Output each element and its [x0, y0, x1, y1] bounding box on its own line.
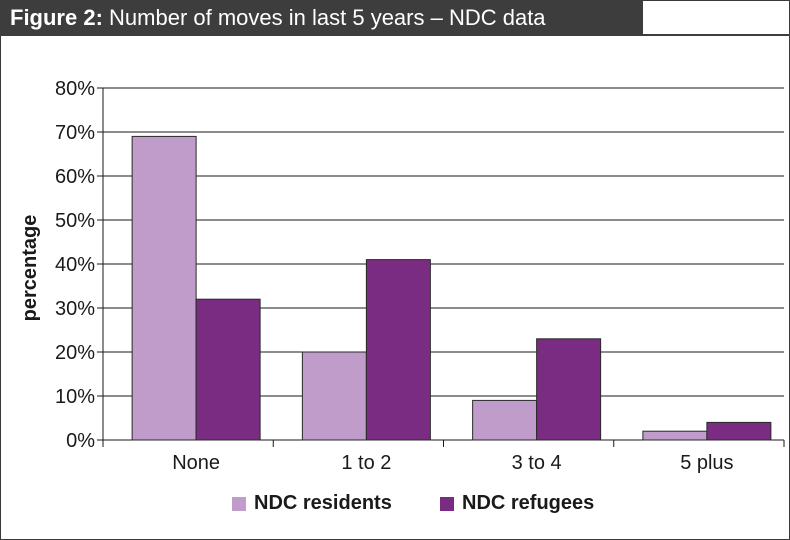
- y-tick-label: 60%: [55, 166, 95, 188]
- figure-title-text: Number of moves in last 5 years – NDC da…: [109, 5, 546, 30]
- bar-refugees: [706, 421, 772, 441]
- header-bar: [0, 0, 643, 36]
- y-tick-label: 0%: [66, 430, 95, 452]
- y-tick-label: 70%: [55, 122, 95, 144]
- legend-swatch-refugees: [440, 497, 454, 511]
- bar-residents: [472, 399, 538, 441]
- y-tick-label: 50%: [55, 210, 95, 232]
- bar-residents: [642, 430, 708, 441]
- y-tick-label: 20%: [55, 342, 95, 364]
- x-tick-label: None: [172, 452, 220, 474]
- bar-residents: [131, 135, 197, 441]
- figure-label: Figure 2:: [10, 5, 103, 30]
- bar-chart: 0% 10% 20% 30% 40% 50% 60% 70% 80% None 1 to 2 3 to…: [19, 78, 785, 474]
- y-tick-label: 40%: [55, 254, 95, 276]
- bar-refugees: [536, 338, 602, 441]
- figure-header: Figure 2: Number of moves in last 5 year…: [0, 0, 790, 36]
- legend-label-refugees: NDC refugees: [462, 492, 595, 514]
- y-tick-label: 30%: [55, 298, 95, 320]
- y-tick-label: 80%: [55, 78, 95, 100]
- bar-residents: [301, 351, 367, 441]
- bar-refugees: [195, 298, 261, 441]
- y-tick-label: 10%: [55, 386, 95, 408]
- x-tick-label: 1 to 2: [341, 452, 391, 474]
- figure-title: Figure 2: Number of moves in last 5 year…: [10, 5, 546, 31]
- y-axis-label: percentage: [19, 215, 41, 322]
- x-tick-label: 3 to 4: [512, 452, 562, 474]
- legend-label-residents: NDC residents: [254, 492, 392, 514]
- header-rule: [643, 34, 790, 36]
- legend-swatch-residents: [232, 497, 246, 511]
- legend: NDC residents NDC refugees: [0, 490, 790, 518]
- x-tick-label: 5 plus: [680, 452, 733, 474]
- bar-refugees: [365, 259, 431, 441]
